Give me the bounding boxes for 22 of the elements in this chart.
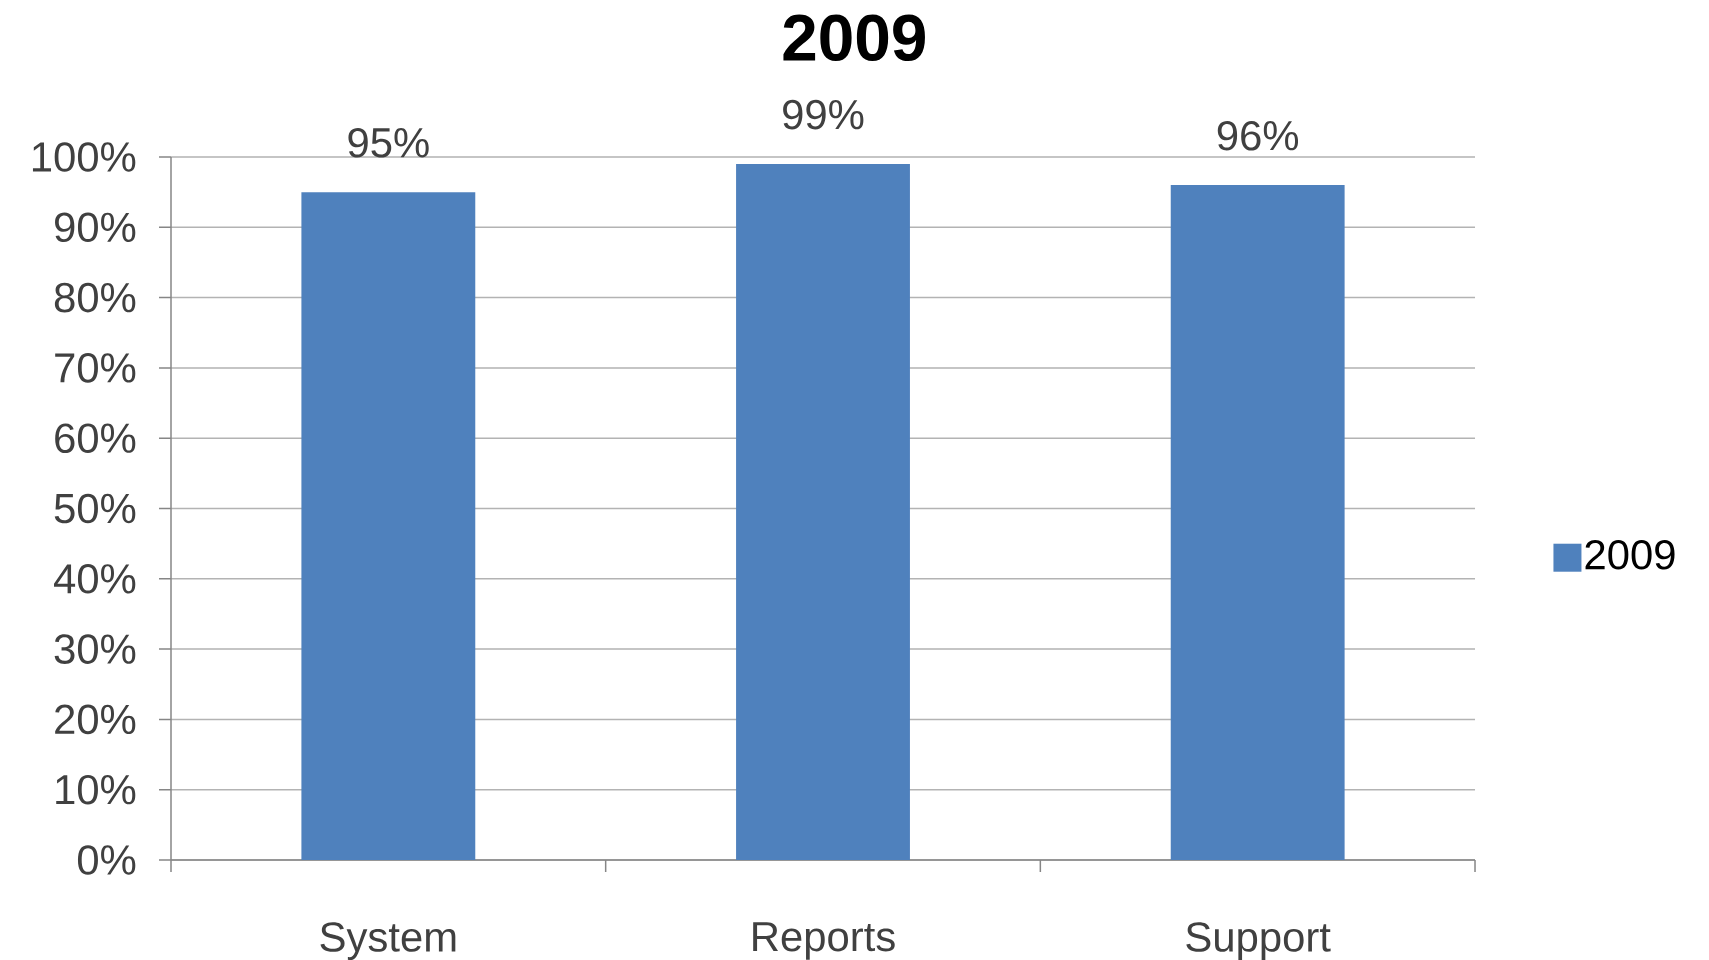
bar [736,164,910,860]
y-tick-label: 40% [54,563,136,594]
y-tick-label: 60% [55,423,136,454]
bar [1170,185,1345,860]
y-tick-label: 100% [32,142,136,172]
y-tick-label: 50% [54,493,136,524]
y-tick-label: 70% [55,353,136,383]
data-label: 99% [783,99,864,130]
y-tick-label: 10% [56,774,136,805]
bar [301,192,476,860]
x-tick-label: Support [1186,922,1331,960]
data-label: 95% [348,127,429,158]
y-tick-label: 30% [54,634,136,664]
y-tick-label: 90% [55,212,136,243]
y-tick-label: 80% [54,282,136,313]
y-tick-label: 20% [55,704,136,735]
data-label: 96% [1217,120,1299,151]
x-tick-label: Reports [753,922,895,960]
legend-label: 2009 [1585,539,1675,570]
x-tick-label: System [320,922,456,960]
y-tick-label: 0% [77,845,136,875]
chart-title: 2009 [783,14,925,62]
